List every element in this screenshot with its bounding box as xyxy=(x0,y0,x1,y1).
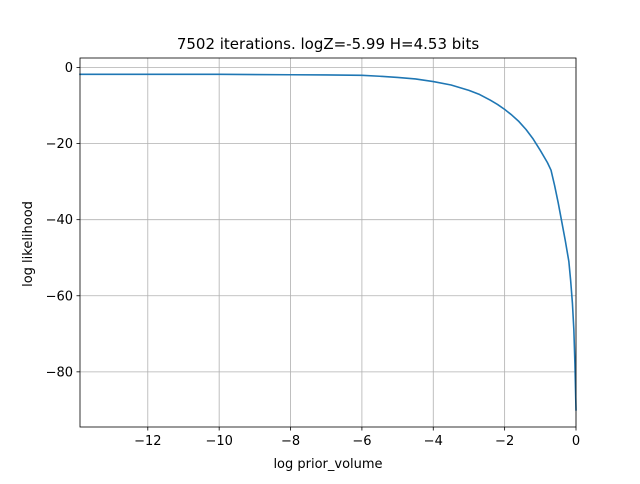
series-line xyxy=(79,73,577,411)
chart-title: 7502 iterations. logZ=-5.99 H=4.53 bits xyxy=(177,35,480,53)
y-tick-label: −40 xyxy=(46,213,73,228)
series-layer xyxy=(79,73,577,411)
x-ticks: −12 −10 −8 −6 −4 −2 0 xyxy=(134,427,580,449)
axes-frame xyxy=(79,57,577,428)
y-tick-label: −20 xyxy=(46,137,73,152)
x-tick-label: 0 xyxy=(572,434,580,449)
x-tick-label: −10 xyxy=(205,434,232,449)
y-tick-label: −60 xyxy=(46,289,73,304)
y-tick-label: 0 xyxy=(65,61,73,76)
x-tick-label: −12 xyxy=(134,434,161,449)
x-tick-label: −4 xyxy=(424,434,443,449)
x-axis-label: log prior_volume xyxy=(273,457,382,472)
y-ticks: 0 −20 −40 −60 −80 xyxy=(46,61,80,380)
x-tick-label: −2 xyxy=(495,434,514,449)
y-axis-label: log likelihood xyxy=(21,201,36,287)
x-tick-label: −8 xyxy=(281,434,300,449)
x-tick-label: −6 xyxy=(352,434,371,449)
y-tick-label: −80 xyxy=(46,365,73,380)
grid xyxy=(80,58,577,427)
